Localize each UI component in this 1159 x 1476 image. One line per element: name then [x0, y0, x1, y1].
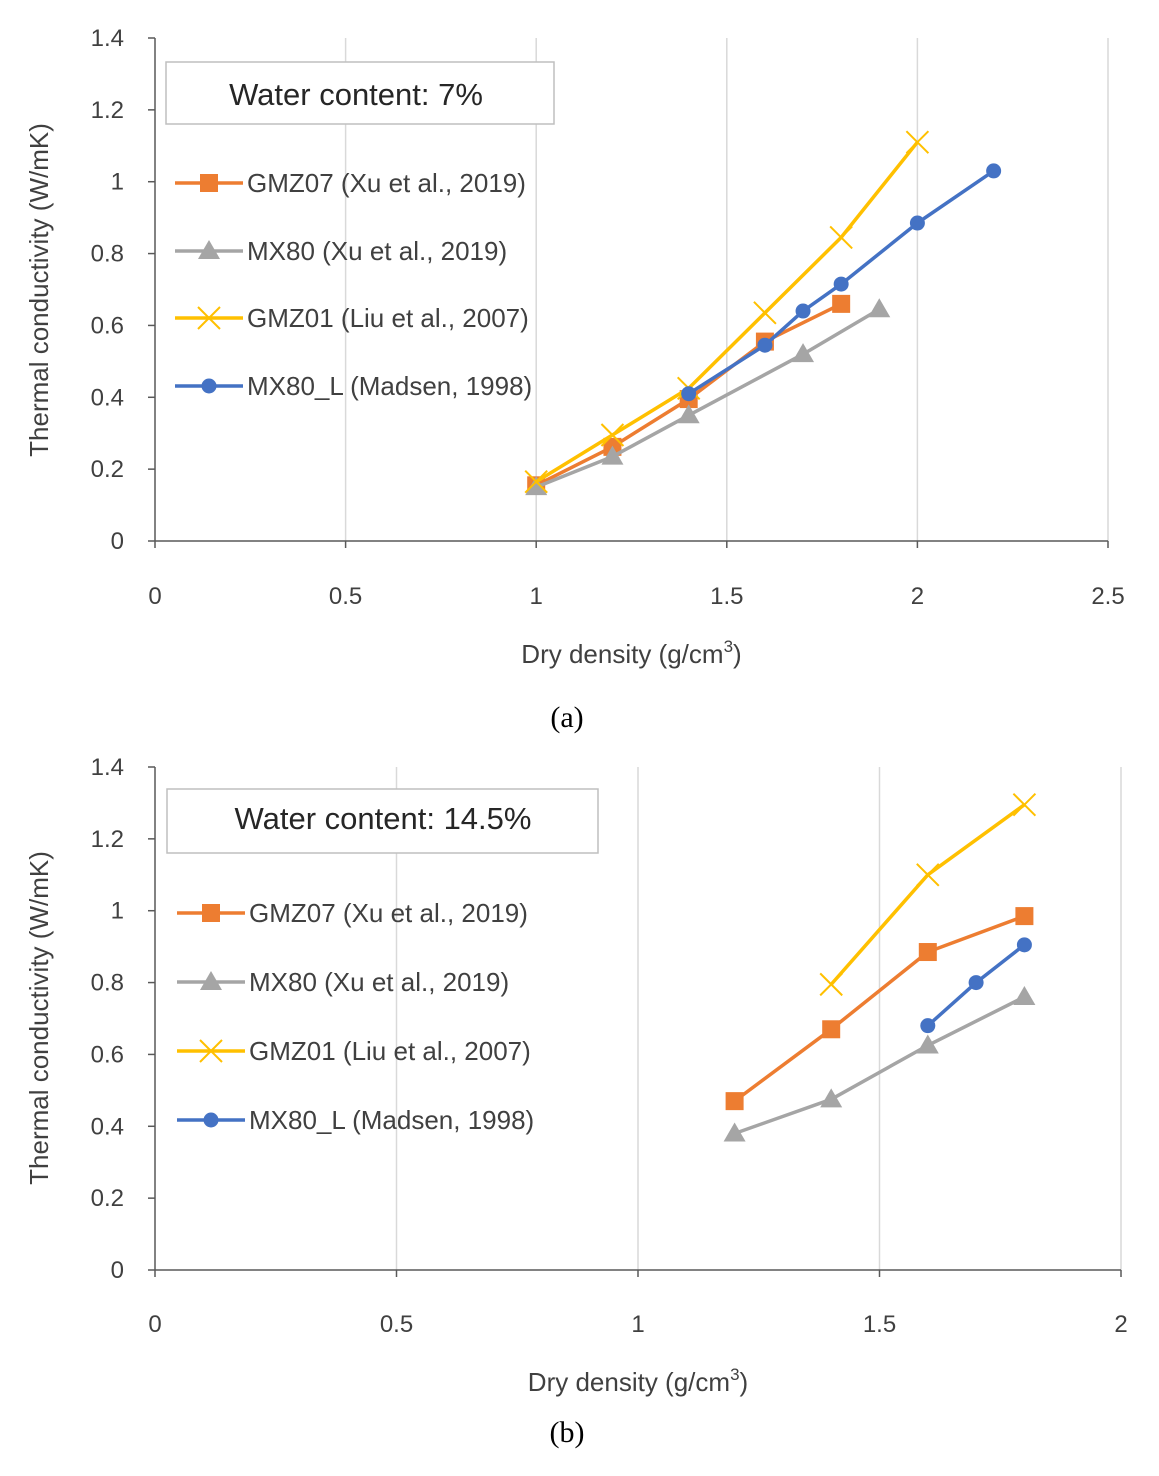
data-point-square: [1015, 907, 1034, 926]
data-point-circle: [920, 1018, 936, 1034]
data-point-triangle: [916, 1034, 939, 1054]
y-tick-label: 0.6: [91, 1041, 124, 1068]
x-tick-label: 1: [530, 583, 543, 610]
figure-caption: (b): [550, 1416, 585, 1449]
data-point-x: [905, 130, 930, 154]
series-line-x: [535, 141, 919, 484]
data-point-circle: [795, 303, 811, 319]
legend-marker-square: [200, 174, 218, 192]
x-tick-label: 2: [911, 583, 924, 610]
y-tick-label: 1.4: [91, 25, 124, 52]
data-point-square: [822, 1020, 841, 1039]
x-axis-label: Dry density (g/cm3): [521, 637, 741, 669]
legend-label: GMZ01 (Liu et al., 2007): [247, 303, 529, 333]
y-axis-label: Thermal conductivity (W/mK): [24, 851, 54, 1185]
x-tick-label: 2.5: [1091, 583, 1124, 610]
legend-label: GMZ07 (Xu et al., 2019): [249, 898, 528, 928]
data-point-x: [753, 301, 777, 325]
data-point-circle: [1016, 937, 1032, 953]
x-axis-label-superscript: 3: [730, 1365, 739, 1384]
annotation-box: [165, 61, 555, 125]
data-point-triangle: [601, 445, 624, 465]
data-point-triangle: [525, 476, 548, 496]
data-point-square: [832, 294, 851, 313]
data-point-triangle: [723, 1122, 746, 1142]
legend-marker-x: [199, 1039, 223, 1063]
series-line-square: [733, 914, 1026, 1103]
data-point-circle: [968, 975, 984, 991]
chart-b: 0 0.2 0.4 0.6 0.8 1 1.2 1.4 0 0.5 1 1.5 2 Dry density…: [24, 754, 1128, 1449]
legend-label: MX80_L (Madsen, 1998): [249, 1105, 534, 1135]
data-point-x: [829, 225, 853, 250]
y-tick-label: 0.4: [91, 1113, 124, 1140]
x-tick-label: 1: [631, 1311, 644, 1338]
annotation-text: Water content: 7%: [229, 77, 483, 112]
data-point-circle: [909, 215, 925, 231]
legend-marker-square: [202, 904, 220, 922]
legend-marker-circle: [201, 378, 217, 394]
y-tick-label: 0.8: [91, 241, 124, 268]
data-point-square: [918, 943, 937, 962]
y-tick-label: 0: [111, 528, 124, 555]
data-point-circle: [986, 163, 1002, 179]
y-tick-label: 0.8: [91, 970, 124, 997]
data-point-circle: [833, 276, 849, 292]
data-point-x: [600, 423, 625, 447]
legend-marker-triangle: [200, 971, 222, 990]
x-axis-label-close: ): [740, 1367, 749, 1397]
data-point-square: [725, 1092, 744, 1111]
data-point-triangle: [677, 404, 700, 424]
x-tick-label: 1.5: [863, 1311, 896, 1338]
x-axis-label-main: Dry density (g/cm: [521, 639, 723, 669]
data-point-x: [819, 972, 843, 997]
y-tick-label: 1.4: [91, 754, 124, 781]
figure-caption: (a): [550, 701, 583, 734]
x-tick-label: 0.5: [329, 583, 362, 610]
data-point-triangle: [868, 298, 891, 318]
x-tick-label: 0: [148, 583, 161, 610]
series-line-triangle: [734, 995, 1026, 1136]
y-tick-label: 0.6: [91, 312, 124, 339]
data-point-triangle: [1013, 985, 1036, 1005]
y-tick-label: 1: [111, 898, 124, 925]
data-point-triangle: [792, 343, 815, 363]
x-tick-label: 1.5: [710, 583, 743, 610]
legend-label: MX80_L (Madsen, 1998): [247, 371, 532, 401]
legend-marker-x: [197, 306, 221, 330]
chart-a: 0 0.2 0.4 0.6 0.8 1 1.2 1.4 0 0.5 1 1.5 2 2.5 Dry dens…: [24, 25, 1125, 734]
x-tick-label: 2: [1114, 1311, 1127, 1338]
legend-marker-circle: [203, 1112, 219, 1128]
x-tick-label: 0.5: [380, 1311, 413, 1338]
legend-label: GMZ07 (Xu et al., 2019): [247, 168, 526, 198]
y-tick-label: 1: [111, 169, 124, 196]
x-axis-label-close: ): [733, 639, 742, 669]
data-point-circle: [681, 386, 697, 402]
legend-label: MX80 (Xu et al., 2019): [247, 236, 507, 266]
x-axis-label-superscript: 3: [724, 637, 733, 656]
legend-label: GMZ01 (Liu et al., 2007): [249, 1036, 531, 1066]
x-tick-label: 0: [148, 1311, 161, 1338]
data-point-triangle: [820, 1088, 843, 1108]
data-point-circle: [757, 337, 773, 353]
y-tick-label: 1.2: [91, 826, 124, 853]
y-axis-label: Thermal conductivity (W/mK): [24, 123, 54, 457]
annotation-box: [166, 788, 599, 854]
series-line-circle: [687, 169, 995, 396]
legend-label: MX80 (Xu et al., 2019): [249, 967, 509, 997]
y-tick-label: 1.2: [91, 97, 124, 124]
y-tick-label: 0.2: [91, 456, 124, 483]
legend-marker-triangle: [198, 240, 220, 259]
y-tick-label: 0.2: [91, 1185, 124, 1212]
y-tick-label: 0.4: [91, 384, 124, 411]
y-tick-label: 0: [111, 1257, 124, 1284]
x-axis-label: Dry density (g/cm3): [528, 1365, 748, 1397]
data-point-x: [916, 863, 940, 887]
annotation-text: Water content: 14.5%: [235, 801, 532, 836]
data-point-x: [1012, 793, 1037, 817]
data-point-x: [524, 470, 548, 494]
x-axis-label-main: Dry density (g/cm: [528, 1367, 730, 1397]
